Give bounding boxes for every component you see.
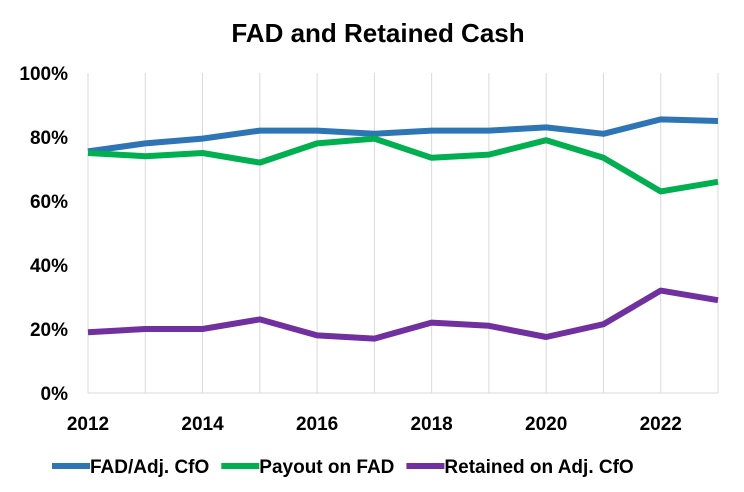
y-axis-tick-labels: 0% 20% 40% 60% 80% 100%: [19, 64, 68, 405]
y-tick-label: 20%: [30, 320, 68, 341]
legend-label-2: Payout on FAD: [259, 457, 394, 478]
series-line-2: [87, 135, 719, 195]
series-line-3: [87, 287, 719, 342]
x-tick-label: 2018: [410, 414, 452, 435]
legend-label-3: Retained on Adj. CfO: [444, 457, 633, 478]
legend-label-1: FAD/Adj. CfO: [90, 457, 209, 478]
x-axis-tick-labels: 2012 2014 2016 2018 2020 2022: [67, 414, 682, 435]
legend: FAD/Adj. CfO Payout on FAD Retained on Adj…: [52, 457, 634, 478]
x-tick-label: 2020: [525, 414, 567, 435]
y-tick-label: 80%: [30, 128, 68, 149]
series-lines: [87, 116, 719, 342]
x-tick-label: 2022: [640, 414, 682, 435]
y-tick-label: 100%: [19, 64, 68, 85]
y-tick-label: 0%: [41, 384, 69, 405]
x-tick-label: 2014: [181, 414, 224, 435]
y-tick-label: 60%: [30, 192, 68, 213]
x-tick-label: 2012: [67, 414, 109, 435]
chart-title: FAD and Retained Cash: [231, 18, 524, 48]
y-tick-label: 40%: [30, 256, 68, 277]
grid-lines: [87, 73, 719, 393]
x-tick-label: 2016: [296, 414, 338, 435]
series-line-1: [87, 116, 719, 155]
